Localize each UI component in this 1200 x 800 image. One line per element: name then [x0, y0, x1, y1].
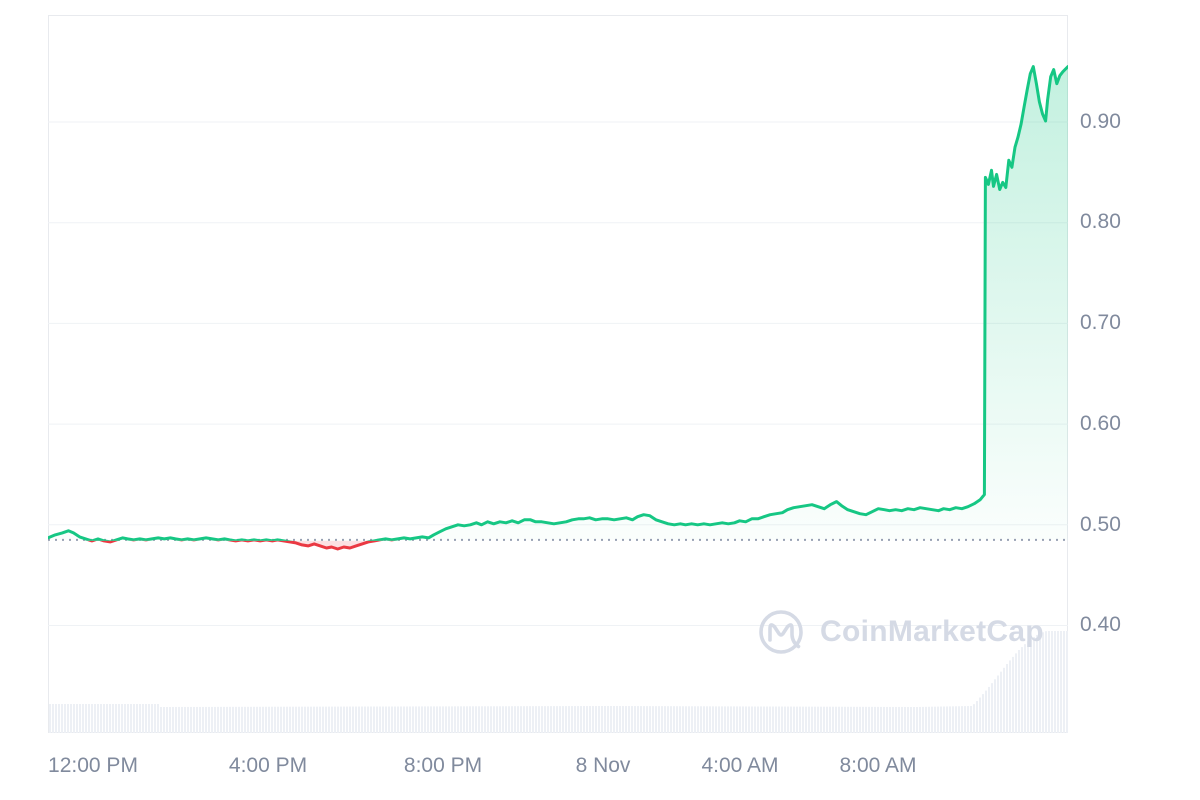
x-axis-label: 8:00 PM [403, 754, 483, 777]
x-axis-label: 4:00 AM [701, 754, 779, 777]
x-axis-label: 4:00 PM [228, 754, 308, 777]
x-axis-label: 12:00 PM [48, 754, 138, 777]
x-axis-label: 8:00 AM [839, 754, 917, 777]
y-axis-label: 0.50 [1080, 513, 1121, 536]
x-axis-label: 8 Nov [575, 754, 631, 777]
y-axis-label: 0.40 [1080, 613, 1121, 636]
y-axis-label: 0.90 [1080, 110, 1121, 133]
y-axis-label: 0.60 [1080, 412, 1121, 435]
y-axis-label: 0.70 [1080, 311, 1121, 334]
y-axis-label: 0.80 [1080, 210, 1121, 233]
